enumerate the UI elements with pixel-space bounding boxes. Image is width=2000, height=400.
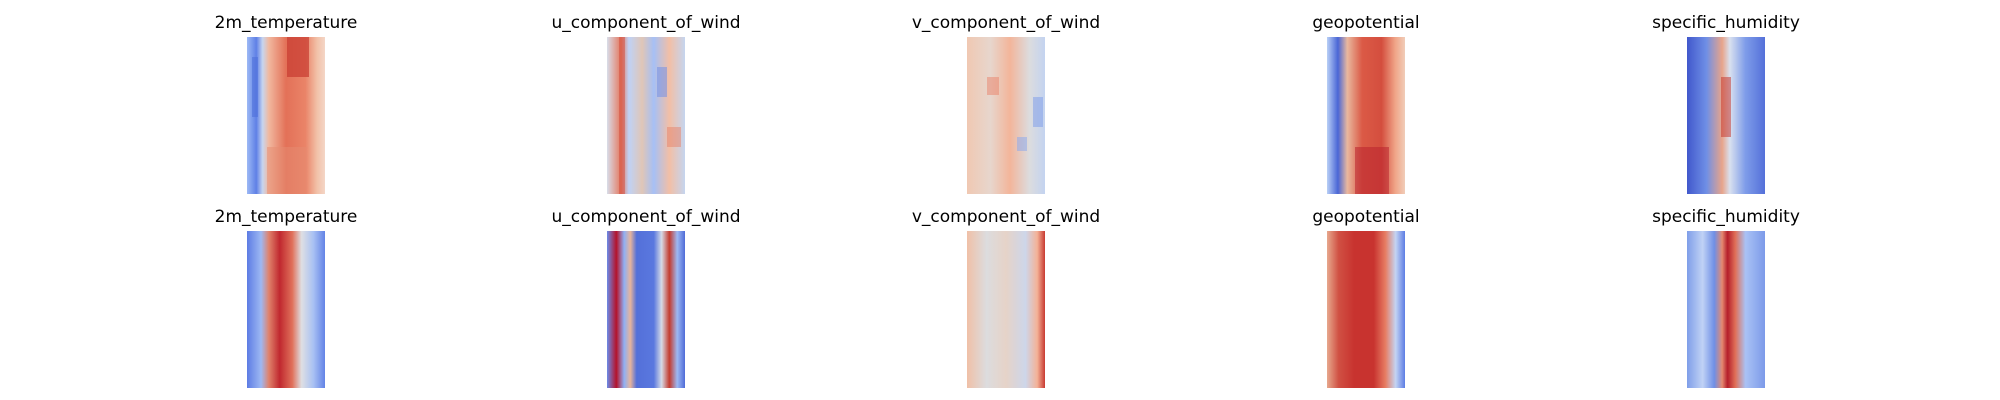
panel-title-r1-u-wind: u_component_of_wind (551, 13, 741, 33)
panel-title-r1-geopotential: geopotential (1312, 13, 1420, 33)
panel-title-r2-2m-temperature: 2m_temperature (214, 207, 358, 227)
panel-title-r1-specific-humidity: specific_humidity (1652, 13, 1800, 33)
heatmap-r1-specific-humidity (1687, 37, 1765, 194)
heatmap-r1-v-wind (967, 37, 1045, 194)
panel-title-r2-u-wind: u_component_of_wind (551, 207, 741, 227)
heatmap-r1-u-wind (607, 37, 685, 194)
panel-title-r1-v-wind: v_component_of_wind (911, 13, 1101, 33)
heatmap-r1-2m-temperature (247, 37, 325, 194)
panel-title-r1-2m-temperature: 2m_temperature (214, 13, 358, 33)
heatmap-r2-specific-humidity (1687, 231, 1765, 388)
panel-title-r2-geopotential: geopotential (1312, 207, 1420, 227)
heatmap-r2-geopotential (1327, 231, 1405, 388)
heatmap-r2-2m-temperature (247, 231, 325, 388)
heatmap-r2-v-wind (967, 231, 1045, 388)
panel-title-r2-specific-humidity: specific_humidity (1652, 207, 1800, 227)
panel-title-r2-v-wind: v_component_of_wind (911, 207, 1101, 227)
heatmap-r2-u-wind (607, 231, 685, 388)
heatmap-r1-geopotential (1327, 37, 1405, 194)
